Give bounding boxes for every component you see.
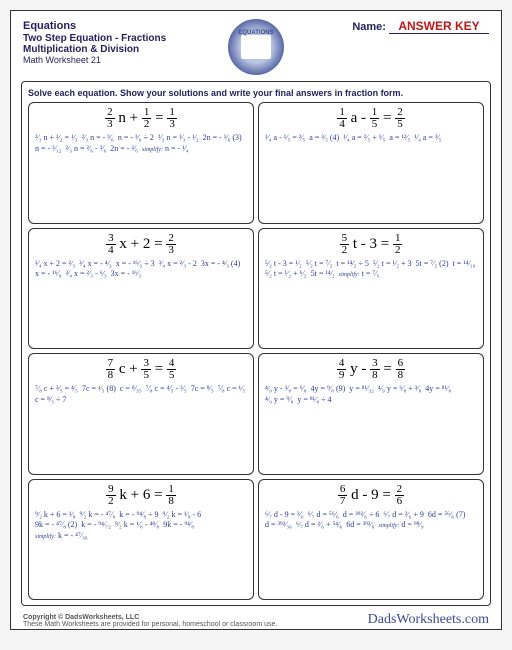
- problem-box: 49 y - 38 = 68 ⁴⁄₉ y - ³⁄₈ = ⁶⁄₈4y = ⁹⁄₈ …: [258, 353, 484, 475]
- name-label: Name:: [352, 21, 386, 33]
- answer-key: ANSWER KEY: [389, 19, 489, 34]
- copyright: Copyright © DadsWorksheets, LLC These Ma…: [23, 614, 277, 628]
- problem-box: 23 n + 12 = 13 ²⁄₃ n + ¹⁄₂ = ¹⁄₃²⁄₃ n = -…: [28, 102, 254, 224]
- equation: 23 n + 12 = 13: [35, 107, 247, 130]
- header: Equations Two Step Equation - Fractions …: [11, 11, 501, 79]
- content-frame: Solve each equation. Show your solutions…: [21, 81, 491, 606]
- solution-steps: ⁶⁄₇ d - 9 = ²⁄₆⁶⁄₇ d = ⁵⁶⁄₆d = ³⁹²⁄₆ ÷ 6…: [265, 511, 477, 596]
- solution-steps: ³⁄₄ x + 2 = ²⁄₃³⁄₄ x = - ⁴⁄₃x = - ¹⁶⁄₃ ÷…: [35, 260, 247, 345]
- worksheet-num: Math Worksheet 21: [23, 55, 220, 65]
- header-right: Name: ANSWER KEY: [292, 19, 489, 75]
- header-left: Equations Two Step Equation - Fractions …: [23, 19, 220, 75]
- problem-box: 67 d - 9 = 26 ⁶⁄₇ d - 9 = ²⁄₆⁶⁄₇ d = ⁵⁶⁄₆…: [258, 479, 484, 601]
- footer: Copyright © DadsWorksheets, LLC These Ma…: [11, 610, 501, 630]
- equation: 49 y - 38 = 68: [265, 358, 477, 381]
- problem-box: 34 x + 2 = 23 ³⁄₄ x + 2 = ²⁄₃³⁄₄ x = - ⁴⁄…: [28, 228, 254, 350]
- problem-box: 78 c + 35 = 45 ⁷⁄₈ c + ³⁄₅ = ⁴⁄₅7c = ¹⁄₅ …: [28, 353, 254, 475]
- footer-note: These Math Worksheets are provided for p…: [23, 621, 277, 628]
- name-field: Name: ANSWER KEY: [292, 19, 489, 34]
- problem-grid: 23 n + 12 = 13 ²⁄₃ n + ¹⁄₂ = ¹⁄₃²⁄₃ n = -…: [28, 102, 484, 600]
- subtitle: Two Step Equation - Fractions Multiplica…: [23, 33, 220, 55]
- solution-steps: ⁴⁄₉ y - ³⁄₈ = ⁶⁄₈4y = ⁹⁄₈ (9)y = ⁸¹⁄₃₂⁴⁄…: [265, 385, 477, 470]
- copyright-line: Copyright © DadsWorksheets, LLC: [23, 614, 277, 621]
- worksheet-page: Equations Two Step Equation - Fractions …: [10, 10, 502, 630]
- equation: 34 x + 2 = 23: [35, 233, 247, 256]
- instruction: Solve each equation. Show your solutions…: [28, 88, 484, 98]
- solution-steps: ⁷⁄₈ c + ³⁄₅ = ⁴⁄₅7c = ¹⁄₅ (8)c = ⁸⁄₃₅⁷⁄₈…: [35, 385, 247, 470]
- solution-steps: ¹⁄₄ a - ¹⁄₅ = ²⁄₅a = ³⁄₅ (4)¹⁄₄ a = ²⁄₅ …: [265, 134, 477, 219]
- solution-steps: ⁹⁄₂ k + 6 = ¹⁄₈⁹⁄₂ k = - ⁴⁷⁄₈k = - ⁹⁴⁄₈ …: [35, 511, 247, 596]
- equations-badge-icon: EQUATIONS: [228, 19, 284, 75]
- problem-box: 52 t - 3 = 12 ⁵⁄₂ t - 3 = ¹⁄₂⁵⁄₂ t = ⁷⁄₂t…: [258, 228, 484, 350]
- equation: 78 c + 35 = 45: [35, 358, 247, 381]
- equation: 14 a - 15 = 25: [265, 107, 477, 130]
- equation: 67 d - 9 = 26: [265, 484, 477, 507]
- equation: 92 k + 6 = 18: [35, 484, 247, 507]
- solution-steps: ⁵⁄₂ t - 3 = ¹⁄₂⁵⁄₂ t = ⁷⁄₂t = ¹⁴⁄₂ ÷ 5⁵⁄…: [265, 260, 477, 345]
- equation: 52 t - 3 = 12: [265, 233, 477, 256]
- site-logo: DadsWorksheets.com: [368, 612, 489, 628]
- title: Equations: [23, 19, 220, 33]
- problem-box: 92 k + 6 = 18 ⁹⁄₂ k + 6 = ¹⁄₈⁹⁄₂ k = - ⁴⁷…: [28, 479, 254, 601]
- solution-steps: ²⁄₃ n + ¹⁄₂ = ¹⁄₃²⁄₃ n = - ³⁄₆n = - ³⁄₆ …: [35, 134, 247, 219]
- problem-box: 14 a - 15 = 25 ¹⁄₄ a - ¹⁄₅ = ²⁄₅a = ³⁄₅ (…: [258, 102, 484, 224]
